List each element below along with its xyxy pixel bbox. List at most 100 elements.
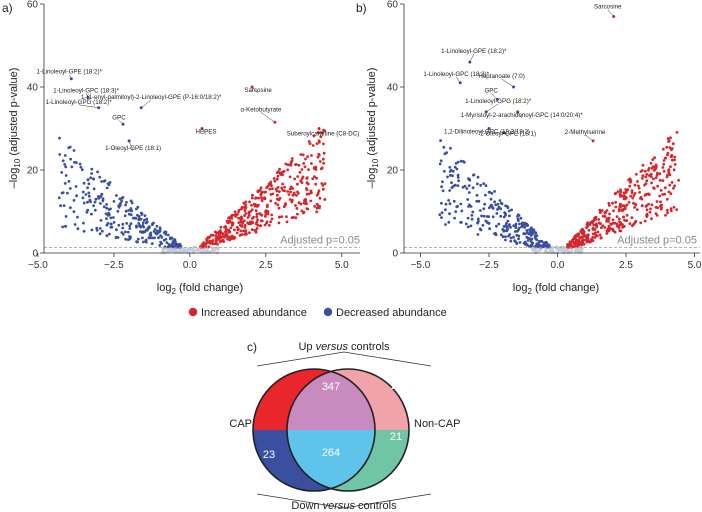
point-increased — [594, 215, 598, 219]
point-increased — [258, 224, 262, 228]
point-increased — [605, 229, 609, 233]
point-decreased — [81, 190, 85, 194]
point-decreased — [480, 214, 483, 218]
point-decreased — [61, 225, 64, 229]
point-decreased — [87, 191, 91, 195]
point-decreased — [96, 170, 99, 174]
point-decreased — [490, 205, 494, 209]
point-decreased — [75, 161, 78, 165]
point-increased — [613, 230, 617, 234]
point-decreased — [455, 167, 459, 171]
point-increased — [256, 218, 259, 222]
point-increased — [234, 215, 238, 218]
point-decreased — [466, 198, 470, 201]
point-increased — [670, 158, 674, 162]
point-decreased — [478, 209, 482, 212]
venn-diagram: c) 33 347 21 23 264 21 CAP Non-CAP — [229, 340, 460, 512]
point-decreased — [489, 197, 493, 201]
point-increased — [629, 180, 632, 184]
point-increased — [236, 228, 240, 232]
point-increased — [611, 221, 615, 225]
point-decreased — [139, 217, 143, 221]
point-increased — [276, 174, 280, 178]
x-tick-label: −5.0 — [28, 260, 48, 271]
point-decreased — [123, 214, 127, 218]
point-increased — [256, 190, 260, 193]
point-decreased — [519, 216, 523, 220]
point-decreased — [64, 215, 68, 218]
point-increased — [322, 142, 325, 146]
point-decreased — [117, 205, 121, 209]
point-decreased — [121, 196, 125, 199]
point-increased — [297, 192, 300, 195]
point-decreased — [531, 241, 534, 245]
point-increased — [624, 197, 627, 201]
point-increased — [298, 170, 302, 174]
point-increased — [647, 174, 651, 177]
x-tick-label: 5.0 — [335, 260, 349, 271]
annotation-label: α-Ketobutyrate — [241, 106, 282, 113]
point-decreased — [129, 235, 133, 239]
point-decreased — [534, 244, 537, 248]
point-increased — [596, 230, 600, 234]
point-increased — [594, 222, 598, 226]
point-increased — [317, 189, 321, 193]
point-decreased — [456, 184, 460, 188]
point-decreased — [89, 176, 93, 180]
venn-label-cap: CAP — [229, 418, 252, 430]
point-increased — [318, 204, 321, 208]
point-increased — [664, 213, 667, 217]
point-decreased — [481, 223, 485, 227]
point-decreased — [101, 197, 105, 201]
point-increased — [667, 168, 671, 172]
point-increased — [576, 243, 580, 247]
point-decreased — [516, 217, 520, 221]
point-ns — [216, 246, 220, 250]
point-increased — [283, 185, 286, 189]
point-increased — [630, 216, 634, 220]
point-decreased — [444, 208, 447, 212]
point-decreased — [155, 224, 159, 228]
point-increased — [654, 176, 658, 180]
point-decreased — [510, 208, 513, 212]
point-increased — [593, 236, 597, 239]
point-increased — [639, 197, 642, 200]
point-decreased — [90, 172, 93, 175]
point-increased — [275, 193, 279, 197]
point-decreased — [454, 162, 458, 165]
point-decreased — [528, 237, 532, 241]
point-increased — [260, 196, 263, 199]
annotation-leader — [78, 104, 99, 109]
point-increased — [577, 241, 581, 245]
point-decreased — [528, 228, 531, 232]
point-decreased — [527, 232, 531, 236]
x-tick-label: −2.5 — [104, 260, 124, 271]
point-increased — [294, 216, 298, 220]
point-decreased — [455, 205, 459, 209]
point-increased — [665, 208, 669, 212]
point-increased — [213, 230, 217, 234]
point-decreased — [60, 171, 64, 174]
point-increased — [599, 222, 602, 226]
point-increased — [601, 224, 605, 228]
venn-count-noncap-up: 21 — [391, 380, 403, 392]
point-increased — [670, 181, 674, 184]
point-ns — [174, 248, 178, 252]
point-decreased — [93, 200, 97, 204]
point-decreased — [465, 187, 469, 190]
point-increased — [673, 158, 676, 162]
point-decreased — [499, 233, 503, 237]
point-increased — [319, 135, 323, 139]
point-increased — [233, 228, 236, 232]
point-increased — [317, 152, 321, 156]
point-increased — [645, 208, 649, 212]
annotation-label: 1-Linoleoyl-GPG (18:2)* — [465, 98, 532, 105]
point-decreased — [452, 184, 455, 188]
point-increased — [314, 182, 318, 186]
point-increased — [259, 212, 262, 216]
point-ns — [171, 249, 175, 253]
point-increased — [648, 210, 652, 214]
annotation-label: Heptanoate (7:0) — [478, 73, 524, 80]
point-decreased — [76, 227, 80, 231]
point-decreased — [476, 221, 480, 225]
